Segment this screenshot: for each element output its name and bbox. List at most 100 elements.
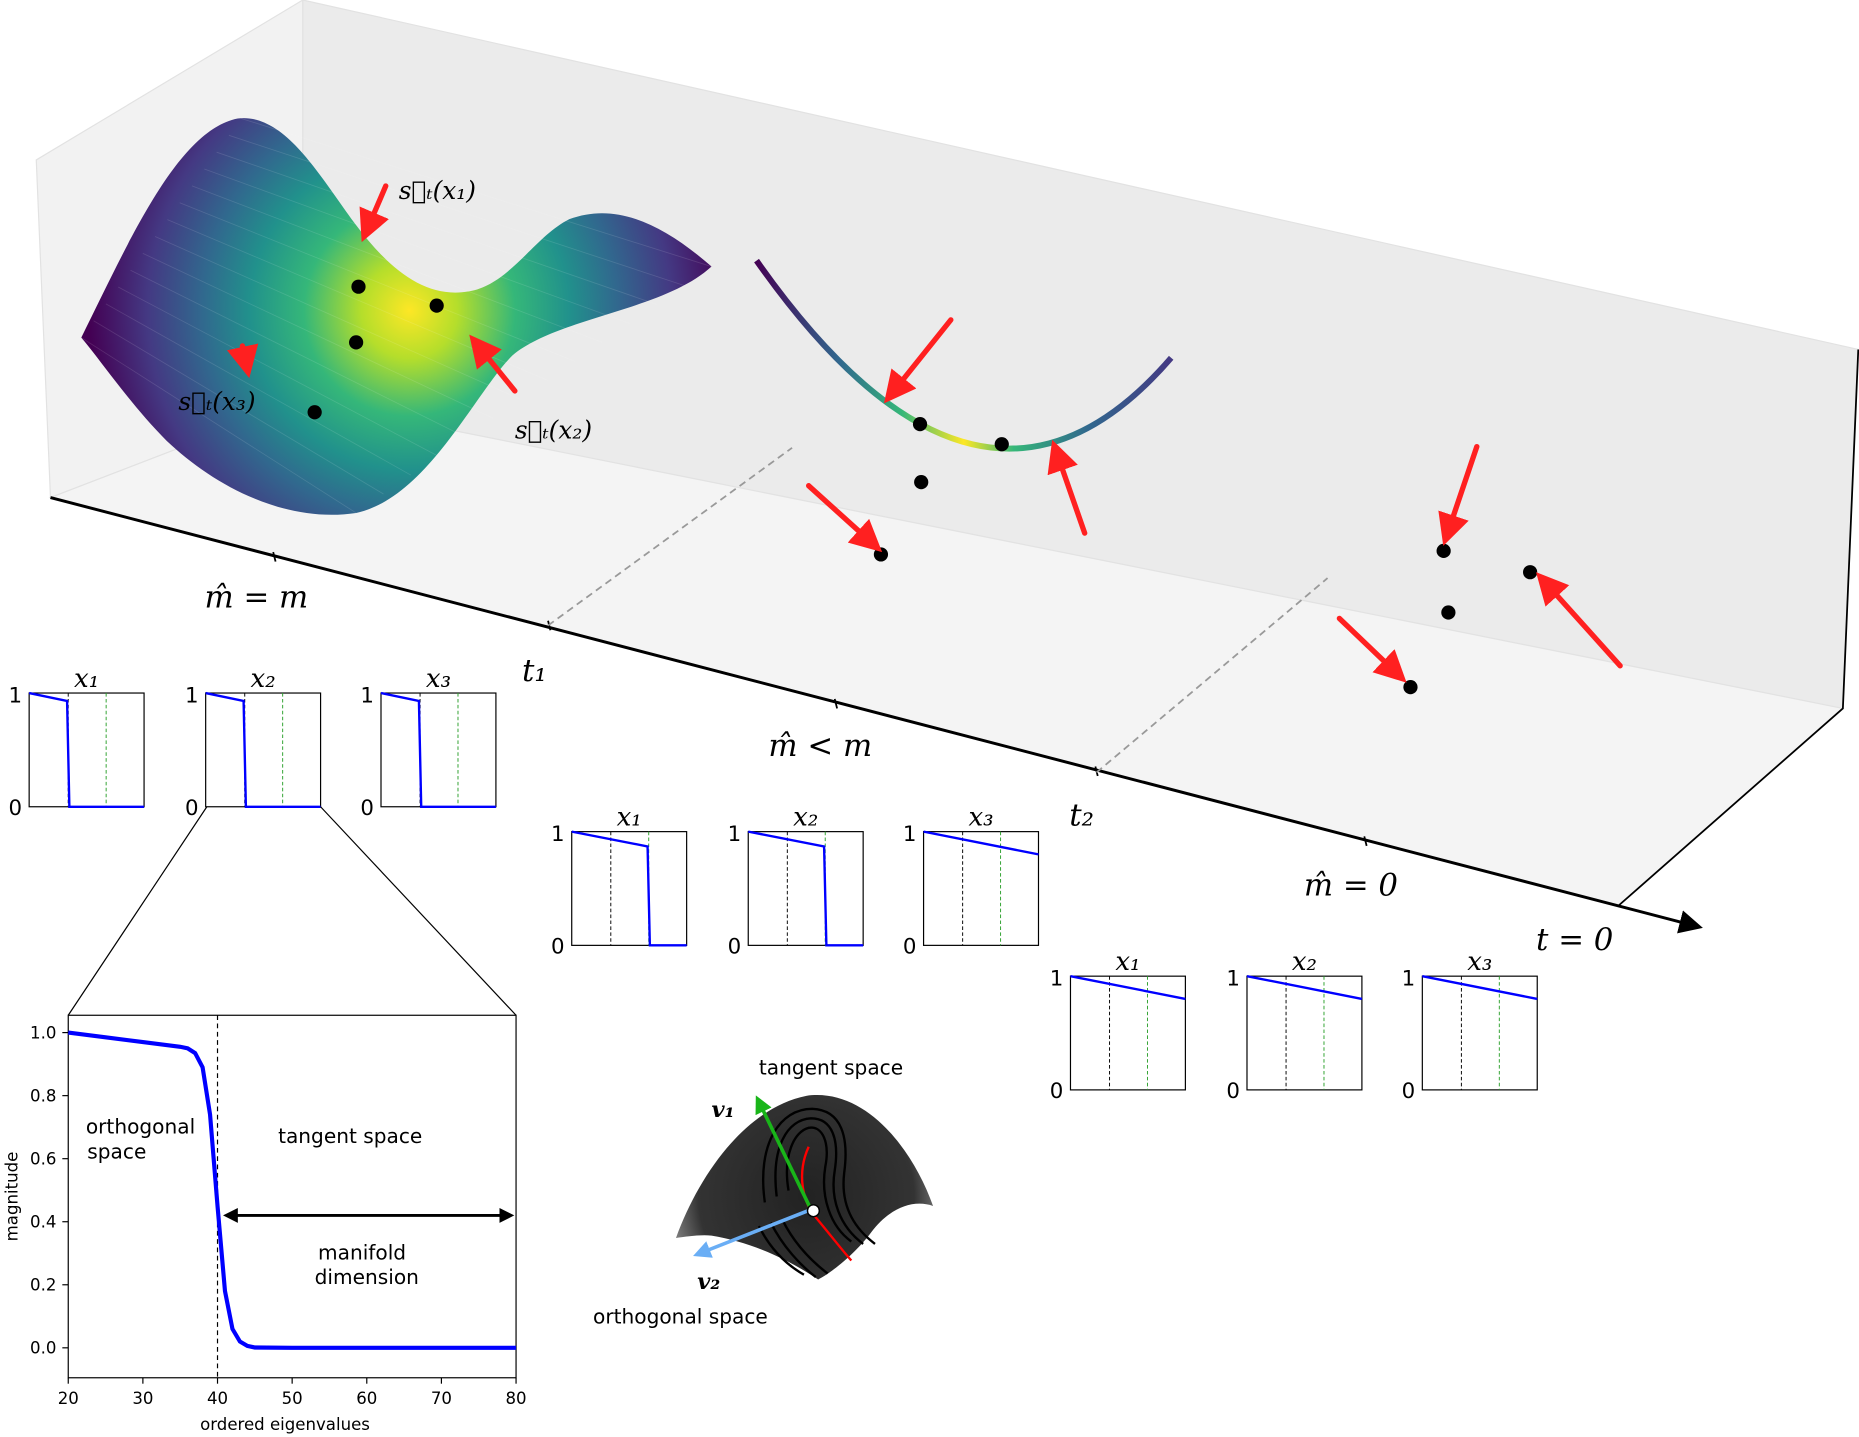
eigen-panel: x₃ 1 0 [1402, 947, 1538, 1104]
mesh-line [179, 202, 575, 362]
panel-title: x₁ [617, 803, 642, 833]
annotation-orthogonal: orthogonal [86, 1115, 195, 1139]
mesh-line [117, 286, 439, 457]
panel-ytick: 1 [8, 684, 22, 709]
surface-mesh [81, 118, 712, 515]
panel-curve [1246, 975, 1363, 1001]
panel-ytick: 0 [185, 796, 199, 821]
panel-ytick: 0 [728, 935, 742, 960]
annotation-manifold: dimension [315, 1265, 419, 1289]
score-arrow [1536, 572, 1623, 669]
eigen-panel: x₁ 1 0 [8, 664, 145, 821]
panel-frame [1421, 975, 1538, 1091]
v2-label: v₂ [697, 1269, 720, 1295]
tangent-vector [755, 1095, 813, 1211]
x-tick-label: 80 [505, 1389, 526, 1408]
panel-ytick: 1 [551, 822, 565, 847]
v1-label: v₁ [712, 1097, 735, 1123]
panel-curve [28, 691, 145, 808]
stage-label-full: m̂ = m [204, 580, 308, 616]
x-tick-label: 40 [207, 1389, 228, 1408]
eigen-panel: x₃ 1 0 [360, 664, 497, 821]
eigen-panel: x₂ 1 0 [185, 664, 322, 821]
chart-frame [67, 1014, 517, 1379]
y-tick-label: 0.6 [30, 1150, 56, 1169]
manifold-point [806, 1204, 821, 1218]
time-label-t1: t₁ [522, 653, 547, 689]
annotation-tangent: tangent space [278, 1124, 422, 1148]
panel-frame [1246, 975, 1363, 1091]
panel-frame [747, 831, 864, 946]
mesh-line [241, 118, 712, 267]
tangent-space-label: tangent space [759, 1055, 903, 1079]
data-point [1523, 565, 1538, 580]
mesh-line [130, 269, 466, 438]
time-label-t0: t = 0 [1536, 922, 1613, 958]
mesh-line [191, 185, 603, 343]
x-tick-label: 50 [282, 1389, 303, 1408]
mesh-line [204, 168, 630, 324]
data-point [1436, 543, 1451, 558]
panel-title: x₃ [426, 664, 451, 694]
eigen-panel: x₃ 1 0 [903, 803, 1040, 960]
panel-frame [571, 831, 688, 946]
manifold-dome [675, 1095, 934, 1280]
panel-curve [923, 830, 1039, 856]
zoom-line-right [320, 806, 517, 1016]
score-label-x2: s⃗ₜ(x₂) [515, 415, 592, 444]
panel-curve [571, 830, 687, 947]
panel-ytick: 1 [185, 684, 199, 709]
score-label-x1: s⃗ₜ(x₁) [399, 176, 476, 205]
panel-curve [380, 691, 496, 808]
score-arrow [805, 483, 883, 553]
right-edge [1617, 349, 1859, 907]
y-tick-label: 0.8 [30, 1087, 56, 1106]
panel-ytick: 1 [1050, 967, 1064, 992]
eigen-panel: x₁ 1 0 [551, 803, 688, 960]
panel-ytick: 0 [1402, 1079, 1416, 1104]
zoom-line-left [67, 806, 208, 1016]
panel-ytick: 0 [903, 935, 917, 960]
eigen-panel: x₂ 1 0 [728, 803, 864, 960]
divider-t1 [547, 447, 793, 627]
data-point [994, 437, 1009, 452]
y-tick-label: 1.0 [30, 1024, 56, 1043]
eigenvalue-chart: 20 30 40 50 60 70 80 0.0 0.2 0.4 0.6 0.8 1.0 ordered… [2, 1014, 527, 1434]
data-point [351, 279, 366, 294]
panel-ytick: 0 [360, 796, 374, 821]
manifold-contours [757, 1107, 876, 1279]
panel-frame [922, 831, 1040, 946]
panel-title: x₁ [1115, 947, 1140, 977]
data-point [349, 335, 364, 350]
annotation-orthogonal: space [87, 1140, 146, 1164]
panel-frame [28, 692, 145, 808]
mesh-line [142, 252, 493, 419]
x-tick-label: 60 [356, 1389, 377, 1408]
panel-curve [205, 691, 321, 808]
data-point [912, 417, 928, 432]
data-point [1441, 605, 1456, 620]
score-curve-1d [754, 258, 1174, 452]
y-tick-label: 0.0 [30, 1339, 56, 1358]
score-arrow [1438, 443, 1480, 546]
eigen-panels: x₁ 1 0 x₂ 1 0 x₃ 1 0 x₁ 1 0 x₂ 1 0 x₃ 1 0 x₁ 1 0 x₂ 1 0 x₃ 1 0 [8, 664, 1538, 1104]
panel-title: x₃ [1467, 947, 1492, 977]
panel-title: x₁ [74, 664, 99, 694]
panel-frame [380, 692, 497, 808]
panel-ytick: 0 [8, 796, 22, 821]
panel-ytick: 1 [1226, 967, 1240, 992]
data-point [307, 405, 322, 420]
panel-title: x₂ [251, 664, 276, 694]
score-arrow [226, 343, 259, 379]
panel-curve [1422, 975, 1538, 1001]
panel-title: x₂ [793, 803, 818, 833]
panel-ytick: 1 [903, 822, 917, 847]
x-axis-label: ordered eigenvalues [200, 1415, 370, 1434]
panel-curve [748, 830, 864, 947]
eigen-panel: x₁ 1 0 [1050, 947, 1186, 1104]
mesh-line [93, 320, 384, 495]
time-label-t2: t₂ [1069, 798, 1094, 834]
score-arrow [1047, 439, 1088, 536]
mesh-line [81, 337, 357, 514]
